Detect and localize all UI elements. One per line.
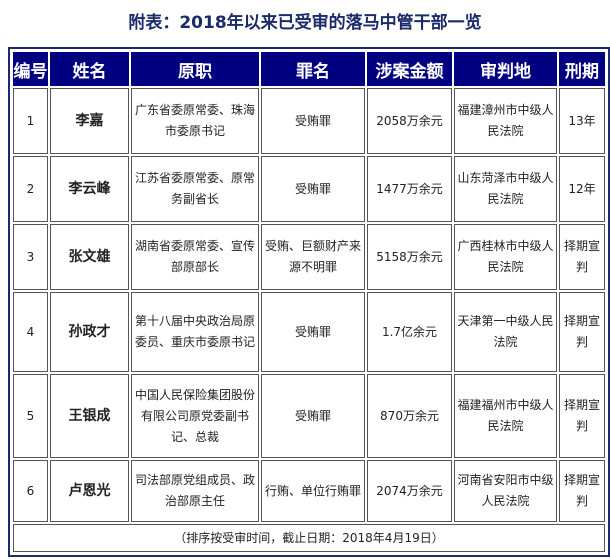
- table-row: 3 张文雄 湖南省委原常委、宣传部原部长 受贿、巨额财产来源不明罪 5158万余元 广西桂…: [13, 224, 605, 290]
- header-sentence: 刑期: [559, 52, 605, 86]
- header-name: 姓名: [50, 52, 129, 86]
- cell-position: 湖南省委原常委、宣传部原部长: [131, 224, 259, 290]
- cell-court: 福建漳州市中级人民法院: [454, 88, 557, 154]
- cell-sentence: 择期宣判: [559, 292, 605, 372]
- table-row: 6 卢恩光 司法部原党组成员、政治部原主任 行贿、单位行贿罪 2074万余元 河南省安阳市…: [13, 460, 605, 522]
- cell-amount: 2058万余元: [367, 88, 452, 154]
- header-number: 编号: [13, 52, 48, 86]
- header-court: 审判地: [454, 52, 557, 86]
- cell-name: 张文雄: [50, 224, 129, 290]
- cell-charge: 受贿罪: [261, 156, 365, 222]
- cell-number: 6: [13, 460, 48, 522]
- table-row: 1 李嘉 广东省委原常委、珠海市委原书记 受贿罪 2058万余元 福建漳州市中级人民法院 1…: [13, 88, 605, 154]
- cell-charge: 行贿、单位行贿罪: [261, 460, 365, 522]
- cell-name: 李云峰: [50, 156, 129, 222]
- cell-court: 福建福州市中级人民法院: [454, 374, 557, 458]
- cell-charge: 受贿罪: [261, 292, 365, 372]
- cell-amount: 1477万余元: [367, 156, 452, 222]
- cell-amount: 870万余元: [367, 374, 452, 458]
- cell-name: 李嘉: [50, 88, 129, 154]
- cell-charge: 受贿罪: [261, 88, 365, 154]
- cell-sentence: 择期宣判: [559, 224, 605, 290]
- header-charge: 罪名: [261, 52, 365, 86]
- officials-table: 编号 姓名 原职 罪名 涉案金额 审判地 刑期 1 李嘉 广东省委原常委、珠海市委原书记 受贿罪 2…: [8, 47, 610, 557]
- cell-number: 1: [13, 88, 48, 154]
- cell-number: 3: [13, 224, 48, 290]
- table-row: 2 李云峰 江苏省委原常委、原常务副省长 受贿罪 1477万余元 山东菏泽市中级人民法院 1…: [13, 156, 605, 222]
- cell-charge: 受贿、巨额财产来源不明罪: [261, 224, 365, 290]
- footnote: （排序按受审时间，截止日期：2018年4月19日）: [13, 524, 605, 552]
- cell-court: 广西桂林市中级人民法院: [454, 224, 557, 290]
- cell-position: 江苏省委原常委、原常务副省长: [131, 156, 259, 222]
- cell-name: 王银成: [50, 374, 129, 458]
- cell-position: 中国人民保险集团股份有限公司原党委副书记、总裁: [131, 374, 259, 458]
- cell-number: 5: [13, 374, 48, 458]
- cell-sentence: 13年: [559, 88, 605, 154]
- cell-position: 广东省委原常委、珠海市委原书记: [131, 88, 259, 154]
- cell-court: 山东菏泽市中级人民法院: [454, 156, 557, 222]
- cell-position: 第十八届中央政治局原委员、重庆市委原书记: [131, 292, 259, 372]
- cell-position: 司法部原党组成员、政治部原主任: [131, 460, 259, 522]
- cell-amount: 2074万余元: [367, 460, 452, 522]
- page-title: 附表：2018年以来已受审的落马中管干部一览: [128, 13, 482, 33]
- cell-amount: 1.7亿余元: [367, 292, 452, 372]
- cell-name: 孙政才: [50, 292, 129, 372]
- header-position: 原职: [131, 52, 259, 86]
- table-row: 4 孙政才 第十八届中央政治局原委员、重庆市委原书记 受贿罪 1.7亿余元 天津第一中级人…: [13, 292, 605, 372]
- header-amount: 涉案金额: [367, 52, 452, 86]
- cell-name: 卢恩光: [50, 460, 129, 522]
- cell-amount: 5158万余元: [367, 224, 452, 290]
- cell-sentence: 择期宣判: [559, 374, 605, 458]
- cell-sentence: 12年: [559, 156, 605, 222]
- cell-sentence: 择期宣判: [559, 460, 605, 522]
- cell-court: 河南省安阳市中级人民法院: [454, 460, 557, 522]
- cell-charge: 受贿罪: [261, 374, 365, 458]
- table-row: 5 王银成 中国人民保险集团股份有限公司原党委副书记、总裁 受贿罪 870万余元 福建福州…: [13, 374, 605, 458]
- header-row: 编号 姓名 原职 罪名 涉案金额 审判地 刑期: [13, 52, 605, 86]
- cell-number: 4: [13, 292, 48, 372]
- cell-court: 天津第一中级人民法院: [454, 292, 557, 372]
- cell-number: 2: [13, 156, 48, 222]
